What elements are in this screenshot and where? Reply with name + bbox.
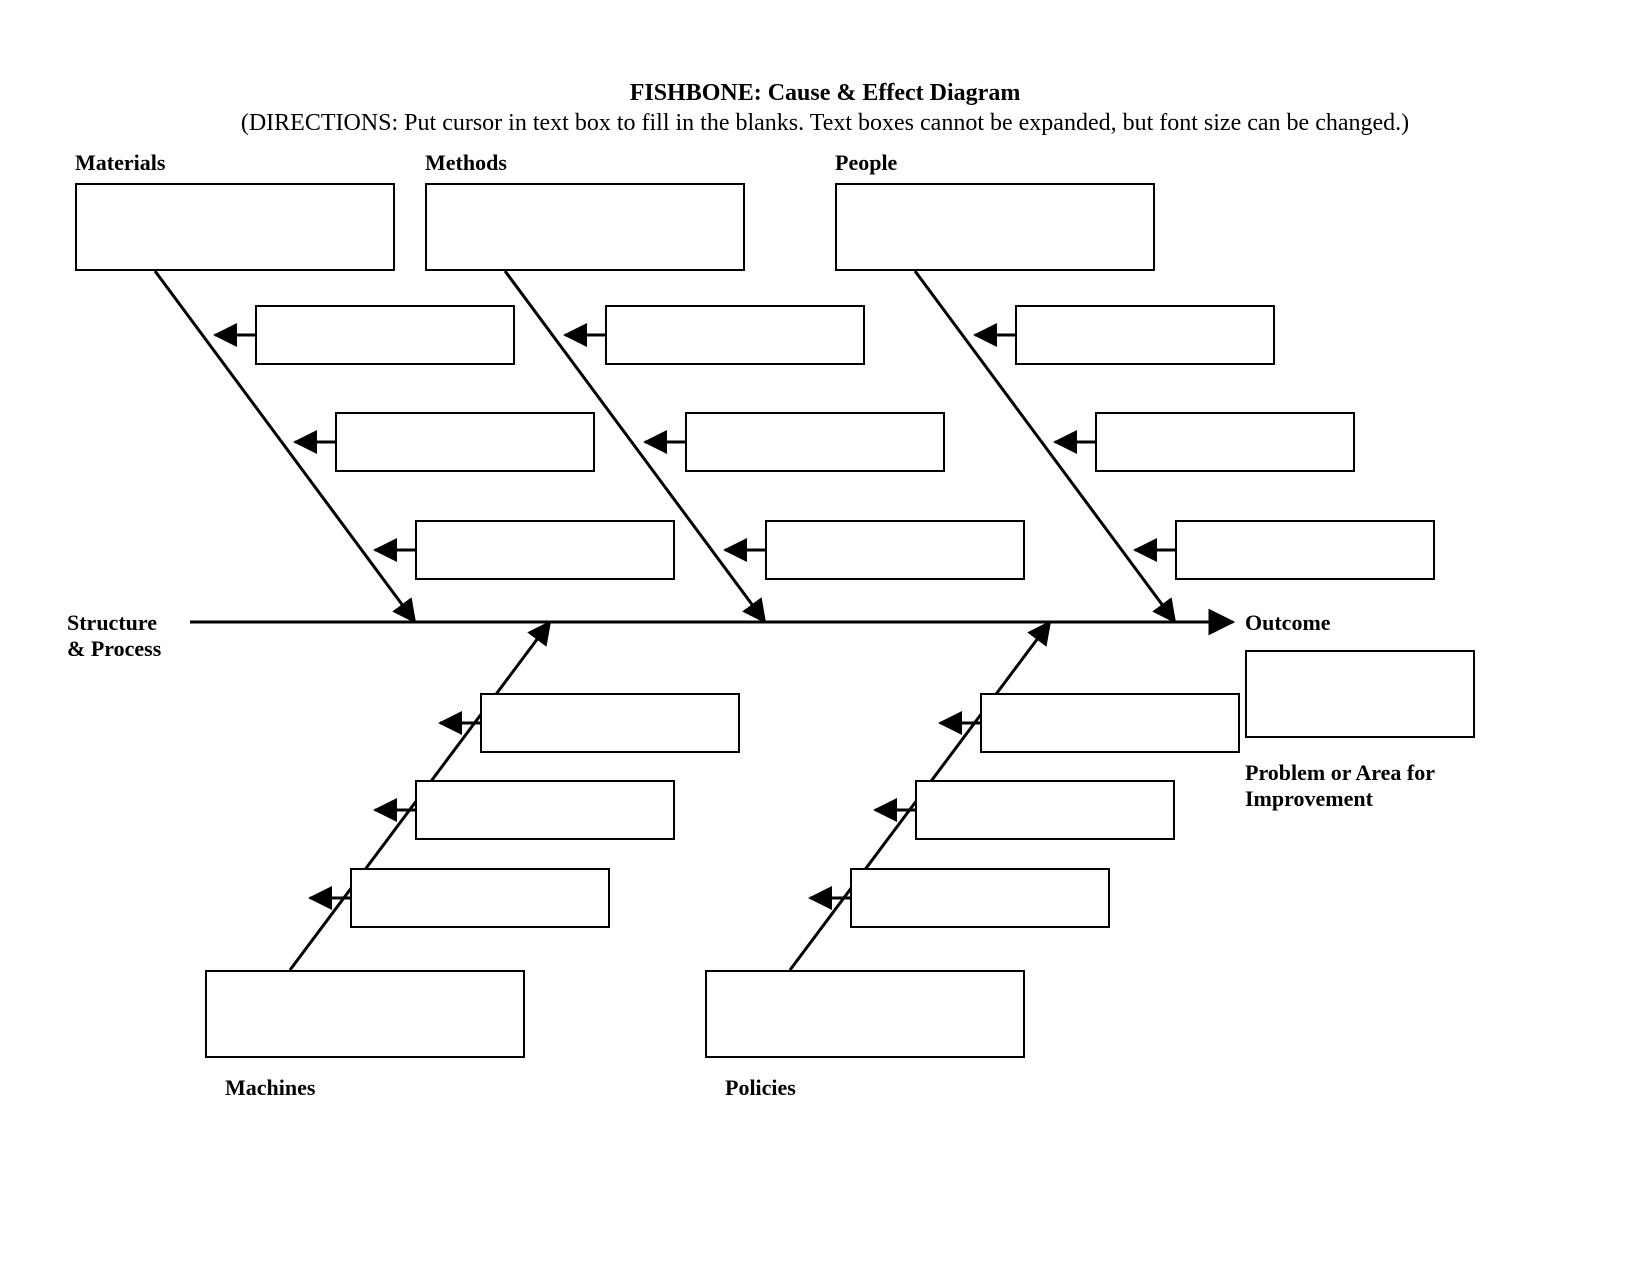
header-box-materials[interactable] bbox=[75, 183, 395, 271]
outcome-box[interactable] bbox=[1245, 650, 1475, 738]
rib-box-people-2[interactable] bbox=[1095, 412, 1355, 472]
rib-box-policies-3[interactable] bbox=[850, 868, 1110, 928]
rib-box-materials-1[interactable] bbox=[255, 305, 515, 365]
rib-box-policies-1[interactable] bbox=[980, 693, 1240, 753]
rib-box-machines-3[interactable] bbox=[350, 868, 610, 928]
outcome-caption-line2: Improvement bbox=[1245, 786, 1373, 812]
rib-box-machines-2[interactable] bbox=[415, 780, 675, 840]
rib-box-materials-3[interactable] bbox=[415, 520, 675, 580]
rib-box-materials-2[interactable] bbox=[335, 412, 595, 472]
spine-label-left-line2: & Process bbox=[67, 636, 161, 662]
category-label-methods: Methods bbox=[425, 150, 507, 176]
rib-box-people-1[interactable] bbox=[1015, 305, 1275, 365]
category-label-policies: Policies bbox=[725, 1075, 796, 1101]
outcome-caption-line1: Problem or Area for bbox=[1245, 760, 1435, 786]
category-label-people: People bbox=[835, 150, 897, 176]
fishbone-diagram: FISHBONE: Cause & Effect Diagram (DIRECT… bbox=[0, 0, 1650, 1275]
header-box-people[interactable] bbox=[835, 183, 1155, 271]
category-label-materials: Materials bbox=[75, 150, 165, 176]
rib-box-people-3[interactable] bbox=[1175, 520, 1435, 580]
header-box-methods[interactable] bbox=[425, 183, 745, 271]
rib-box-methods-2[interactable] bbox=[685, 412, 945, 472]
spine-label-left-line1: Structure bbox=[67, 610, 157, 636]
rib-box-methods-1[interactable] bbox=[605, 305, 865, 365]
rib-box-machines-1[interactable] bbox=[480, 693, 740, 753]
header-box-policies[interactable] bbox=[705, 970, 1025, 1058]
rib-box-methods-3[interactable] bbox=[765, 520, 1025, 580]
header-box-machines[interactable] bbox=[205, 970, 525, 1058]
rib-box-policies-2[interactable] bbox=[915, 780, 1175, 840]
spine-label-right: Outcome bbox=[1245, 610, 1331, 636]
category-label-machines: Machines bbox=[225, 1075, 315, 1101]
